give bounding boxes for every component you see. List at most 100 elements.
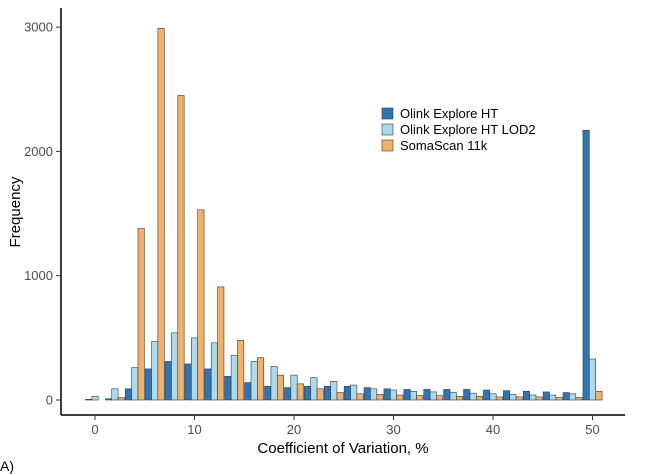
bar-2-17 (436, 395, 444, 401)
bar-0-19 (463, 389, 471, 401)
bar-1-20 (489, 393, 497, 401)
bar-1-2 (131, 367, 139, 401)
bar-0-12 (323, 386, 331, 401)
bar-1-10 (290, 374, 298, 401)
bar-0-15 (383, 388, 391, 401)
bar-0-10 (284, 387, 292, 401)
legend-label-1: Olink Explore HT LOD2 (400, 122, 536, 137)
bar-1-18 (449, 392, 457, 401)
bar-0-21 (503, 390, 511, 401)
legend-label-0: Olink Explore HT (400, 106, 498, 121)
bar-2-19 (475, 395, 483, 401)
bar-0-22 (522, 390, 530, 401)
bar-1-3 (151, 341, 159, 401)
legend-label-2: SomaScan 11k (400, 138, 488, 153)
bar-0-24 (562, 392, 570, 401)
bar-1-23 (549, 394, 557, 401)
bar-0-5 (184, 363, 192, 401)
bar-2-23 (555, 397, 563, 401)
bar-2-10 (296, 383, 304, 401)
axes-layer (60, 8, 625, 416)
y-tick-label: 2000 (24, 144, 53, 159)
bar-0-0 (85, 399, 93, 401)
bar-2-4 (177, 95, 185, 401)
bar-2-25 (595, 390, 603, 401)
bar-0-20 (483, 389, 491, 401)
bar-1-8 (250, 361, 258, 401)
bar-0-18 (443, 389, 451, 401)
bar-1-6 (210, 342, 218, 401)
bar-2-18 (456, 395, 464, 401)
bar-0-8 (244, 382, 252, 401)
y-axis-title: Frequency (7, 176, 24, 247)
bar-1-12 (330, 381, 338, 401)
bar-1-15 (390, 389, 397, 401)
bar-2-9 (276, 374, 284, 401)
x-tick-label: 0 (91, 422, 98, 437)
bar-2-11 (316, 388, 324, 401)
bar-1-13 (350, 384, 358, 401)
bar-2-2 (137, 228, 145, 401)
bar-0-13 (343, 386, 351, 401)
bar-1-17 (429, 391, 437, 401)
bar-0-2 (124, 388, 132, 401)
bar-2-22 (535, 396, 543, 401)
bar-0-14 (363, 387, 371, 401)
bar-2-3 (157, 28, 165, 401)
bar-2-21 (515, 396, 523, 401)
bar-2-14 (376, 394, 384, 401)
x-ticks: 0 10 20 30 40 50 (91, 415, 600, 437)
legend-swatch-1 (381, 123, 394, 136)
bar-0-3 (144, 368, 152, 401)
legend-swatch-0 (381, 107, 394, 120)
y-tick-label: 0 (46, 393, 53, 408)
bar-0-9 (264, 386, 272, 401)
bar-2-6 (217, 286, 225, 401)
bar-1-4 (171, 332, 179, 401)
bar-1-25 (589, 358, 596, 401)
bar-0-25 (582, 129, 590, 401)
bar-0-1 (105, 398, 113, 401)
bar-0-6 (204, 368, 212, 401)
bar-1-7 (230, 354, 238, 401)
bar-2-24 (575, 397, 583, 401)
legend-swatch-2 (381, 139, 394, 152)
bar-2-16 (416, 395, 424, 401)
bar-2-13 (356, 393, 364, 401)
bar-2-8 (257, 357, 265, 401)
bar-0-16 (403, 389, 411, 401)
bar-2-5 (197, 209, 205, 401)
bar-1-1 (111, 388, 119, 401)
figure-caption: A) (0, 458, 14, 474)
y-tick-label: 3000 (24, 20, 53, 35)
bar-0-4 (164, 361, 172, 401)
bar-1-16 (409, 390, 417, 401)
bar-1-11 (310, 377, 318, 401)
bar-0-17 (423, 389, 431, 401)
bar-1-24 (569, 393, 577, 401)
bar-1-22 (529, 394, 537, 401)
bar-2-20 (495, 396, 503, 401)
bar-1-9 (270, 366, 278, 401)
bar-1-14 (370, 388, 378, 401)
x-tick-label: 10 (187, 422, 201, 437)
bar-1-19 (469, 392, 477, 401)
bar-2-15 (396, 394, 404, 401)
y-tick-label: 1000 (24, 268, 53, 283)
bar-1-0 (91, 395, 99, 401)
y-ticks: 0 1000 2000 3000 (24, 20, 61, 408)
x-axis-title: Coefficient of Variation, % (257, 440, 428, 457)
bar-0-23 (542, 391, 550, 401)
x-tick-label: 40 (486, 422, 500, 437)
bar-0-11 (304, 386, 312, 401)
bar-2-7 (237, 340, 245, 401)
bar-2-1 (117, 397, 125, 401)
x-tick-label: 20 (287, 422, 301, 437)
bar-2-12 (336, 392, 344, 401)
x-tick-label: 50 (585, 422, 599, 437)
x-tick-label: 30 (386, 422, 400, 437)
bar-0-7 (224, 376, 232, 401)
bars-layer (85, 28, 603, 401)
